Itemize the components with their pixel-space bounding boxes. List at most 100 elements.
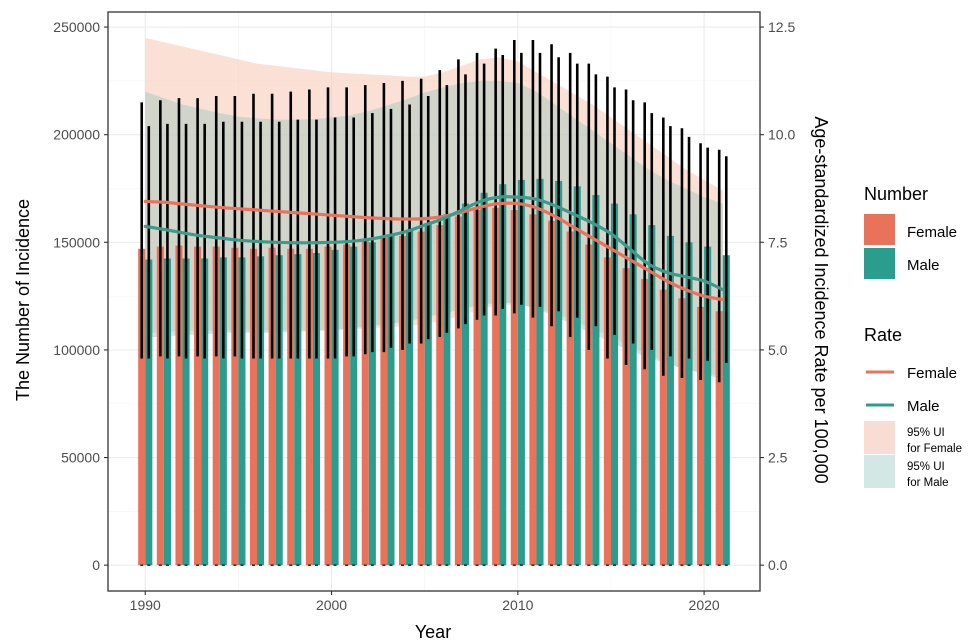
y-left-tick-label: 0 xyxy=(92,557,100,573)
y-left-tick-label: 100000 xyxy=(53,342,100,358)
bar-male-2001 xyxy=(350,246,358,566)
bar-male-2013 xyxy=(573,186,581,566)
bar-female-2012 xyxy=(548,220,556,566)
bar-male-1993 xyxy=(201,258,209,566)
x-tick-label: 2020 xyxy=(689,597,720,613)
bar-male-1996 xyxy=(257,256,265,566)
panel-border xyxy=(107,11,761,592)
bar-male-2000 xyxy=(331,249,339,566)
bar-female-2008 xyxy=(473,210,481,566)
bar-male-2010 xyxy=(517,179,525,566)
legend-ui-female-line2: for Female xyxy=(907,443,962,455)
bar-female-2017 xyxy=(641,278,649,566)
y-left-tick-label: 50000 xyxy=(61,450,100,466)
bar-series xyxy=(138,178,730,566)
panel-frame xyxy=(107,11,761,592)
bar-male-2003 xyxy=(387,235,395,566)
bar-male-1991 xyxy=(163,258,171,566)
rate-line-female xyxy=(143,199,725,302)
bar-male-1999 xyxy=(312,253,320,566)
bar-female-1990 xyxy=(138,248,146,566)
bar-female-2007 xyxy=(454,216,462,566)
axes: 0 50000 100000 150000 200000 250000 0.0 2.5 5.0 7… xyxy=(53,19,795,613)
bar-female-2009 xyxy=(492,207,500,566)
x-tick-label: 2000 xyxy=(316,597,347,613)
legend-rate-male-label: Male xyxy=(907,398,940,415)
y-right-tick-label: 7.5 xyxy=(768,234,788,250)
bar-male-2005 xyxy=(424,222,432,566)
bar-female-1996 xyxy=(249,248,258,566)
legend-number-male-key xyxy=(864,248,895,279)
legend-number-female-key xyxy=(864,214,895,245)
legend: Number Female Male Rate Female Male 95% … xyxy=(864,184,962,489)
legend-number-male-label: Male xyxy=(907,257,940,274)
bar-female-2000 xyxy=(324,246,332,566)
bar-male-2004 xyxy=(406,229,414,566)
rate-line-male xyxy=(143,195,725,292)
bar-female-2011 xyxy=(529,214,537,566)
x-tick-label: 2010 xyxy=(502,597,533,613)
bar-female-2014 xyxy=(585,244,593,566)
bar-female-1992 xyxy=(175,245,183,566)
bar-female-2018 xyxy=(659,289,667,566)
legend-ui-male-line2: for Male xyxy=(907,477,949,489)
bar-female-2016 xyxy=(622,268,630,566)
bar-female-1995 xyxy=(231,247,239,566)
bar-female-1998 xyxy=(287,248,295,566)
bar-female-2015 xyxy=(603,257,611,566)
bar-male-2009 xyxy=(499,184,507,566)
y-left-tick-label: 150000 xyxy=(53,234,100,250)
legend-rate-title: Rate xyxy=(864,325,902,345)
bar-female-2003 xyxy=(380,238,388,566)
bar-male-2006 xyxy=(443,214,451,566)
y-right-tick-label: 10.0 xyxy=(768,127,795,143)
bar-male-2019 xyxy=(685,242,693,566)
x-axis-title: Year xyxy=(415,622,451,642)
bar-female-2005 xyxy=(417,231,425,566)
bar-female-2002 xyxy=(361,240,369,566)
bar-male-2014 xyxy=(592,194,600,566)
bar-female-2004 xyxy=(398,235,407,566)
bar-male-1998 xyxy=(294,254,302,566)
legend-ui-male-key xyxy=(864,455,895,488)
bar-male-2021 xyxy=(722,255,730,566)
y-right-tick-label: 2.5 xyxy=(768,450,788,466)
bar-male-2017 xyxy=(648,225,656,566)
bar-female-2013 xyxy=(566,231,574,566)
bar-female-2019 xyxy=(678,298,686,566)
y-left-tick-label: 250000 xyxy=(53,19,100,35)
rate-lines xyxy=(143,195,725,302)
bar-female-1993 xyxy=(194,246,202,566)
bar-male-2016 xyxy=(629,214,637,566)
bar-male-1997 xyxy=(275,255,283,566)
bar-female-2021 xyxy=(715,311,723,566)
bar-female-1991 xyxy=(156,246,164,566)
bar-male-2012 xyxy=(555,180,563,566)
legend-ui-female-line1: 95% UI xyxy=(907,427,945,439)
bar-female-1994 xyxy=(212,246,220,566)
bar-female-1997 xyxy=(268,247,276,566)
x-tick-label: 1990 xyxy=(130,597,161,613)
bar-male-2011 xyxy=(536,178,544,566)
y-right-tick-label: 0.0 xyxy=(768,557,788,573)
bar-male-2007 xyxy=(461,203,470,566)
bar-male-2020 xyxy=(704,246,712,566)
bar-male-1992 xyxy=(182,258,190,566)
y-right-tick-label: 12.5 xyxy=(768,19,795,35)
error-bars xyxy=(140,39,728,566)
bar-female-2001 xyxy=(343,244,351,566)
legend-number-title: Number xyxy=(864,184,928,204)
bar-male-1990 xyxy=(145,259,153,566)
legend-rate-female-label: Female xyxy=(907,365,957,382)
bar-female-2006 xyxy=(436,225,444,566)
bar-male-2018 xyxy=(666,235,674,566)
bar-female-2020 xyxy=(697,306,705,566)
legend-ui-female-key xyxy=(864,421,895,454)
bar-male-1994 xyxy=(219,257,227,566)
bar-male-1995 xyxy=(238,257,246,566)
bar-male-2015 xyxy=(610,203,619,566)
y-axis-left-title: The Number of Incidence xyxy=(13,199,33,401)
y-left-tick-label: 200000 xyxy=(53,127,100,143)
bar-male-2002 xyxy=(368,242,376,566)
bar-male-2008 xyxy=(480,192,488,566)
